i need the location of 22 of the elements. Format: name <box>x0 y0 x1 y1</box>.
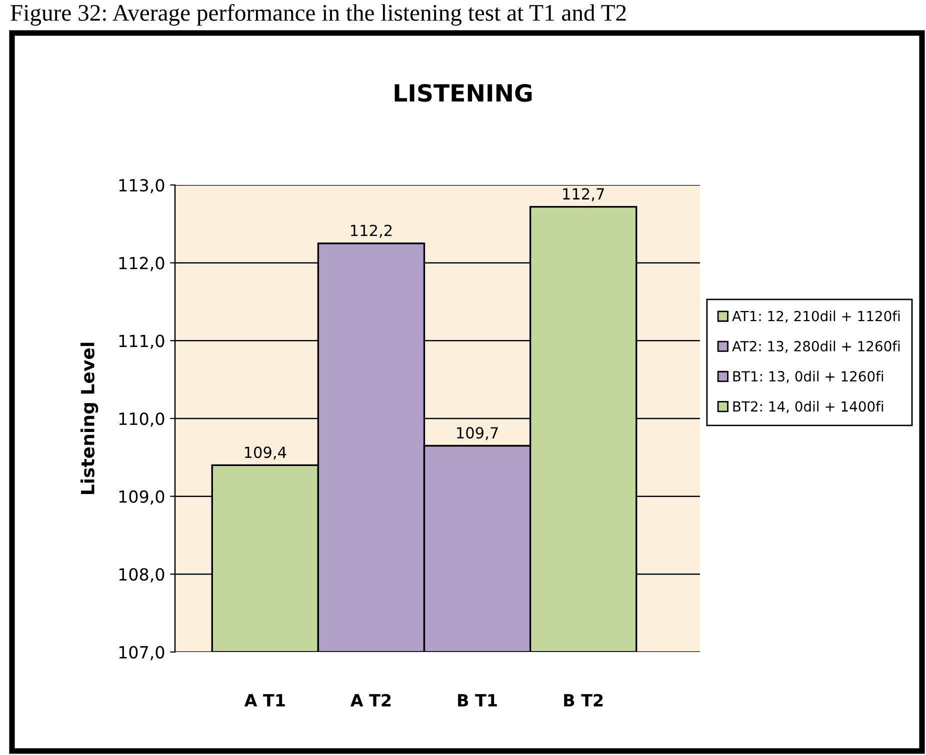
y-tick-label: 113,0 <box>119 178 164 194</box>
chart-title: LISTENING <box>394 84 532 102</box>
legend-label: BT2: 14, 0dil + 1400fi <box>733 400 884 414</box>
x-tick-label: A T2 <box>350 694 391 706</box>
x-tick-label: B T1 <box>458 694 497 706</box>
y-tick-label: 111,0 <box>119 334 164 349</box>
legend-label: AT2: 13, 280dil + 1260fi <box>732 340 900 353</box>
data-label: 109,7 <box>457 427 498 440</box>
data-label: 112,7 <box>563 188 604 202</box>
x-tick-label: A T1 <box>244 694 285 706</box>
data-label: 112,2 <box>351 224 392 238</box>
legend-label: BT1: 13, 0dil + 1260fi <box>733 370 884 383</box>
y-axis-title: Listening Level <box>80 342 98 494</box>
caption: Figure 32: Average performance in the listening test at T1 and T2 <box>10 4 626 26</box>
y-tick-label: 112,0 <box>119 256 164 272</box>
y-tick-label: 108,0 <box>119 568 164 582</box>
x-tick-label: B T2 <box>564 694 603 706</box>
legend-label: AT1: 12, 210dil + 1120fi <box>732 310 900 323</box>
y-tick-label: 107,0 <box>119 646 164 660</box>
y-tick-label: 110,0 <box>119 412 164 427</box>
data-label: 109,4 <box>244 446 286 460</box>
y-tick-label: 109,0 <box>119 490 164 505</box>
